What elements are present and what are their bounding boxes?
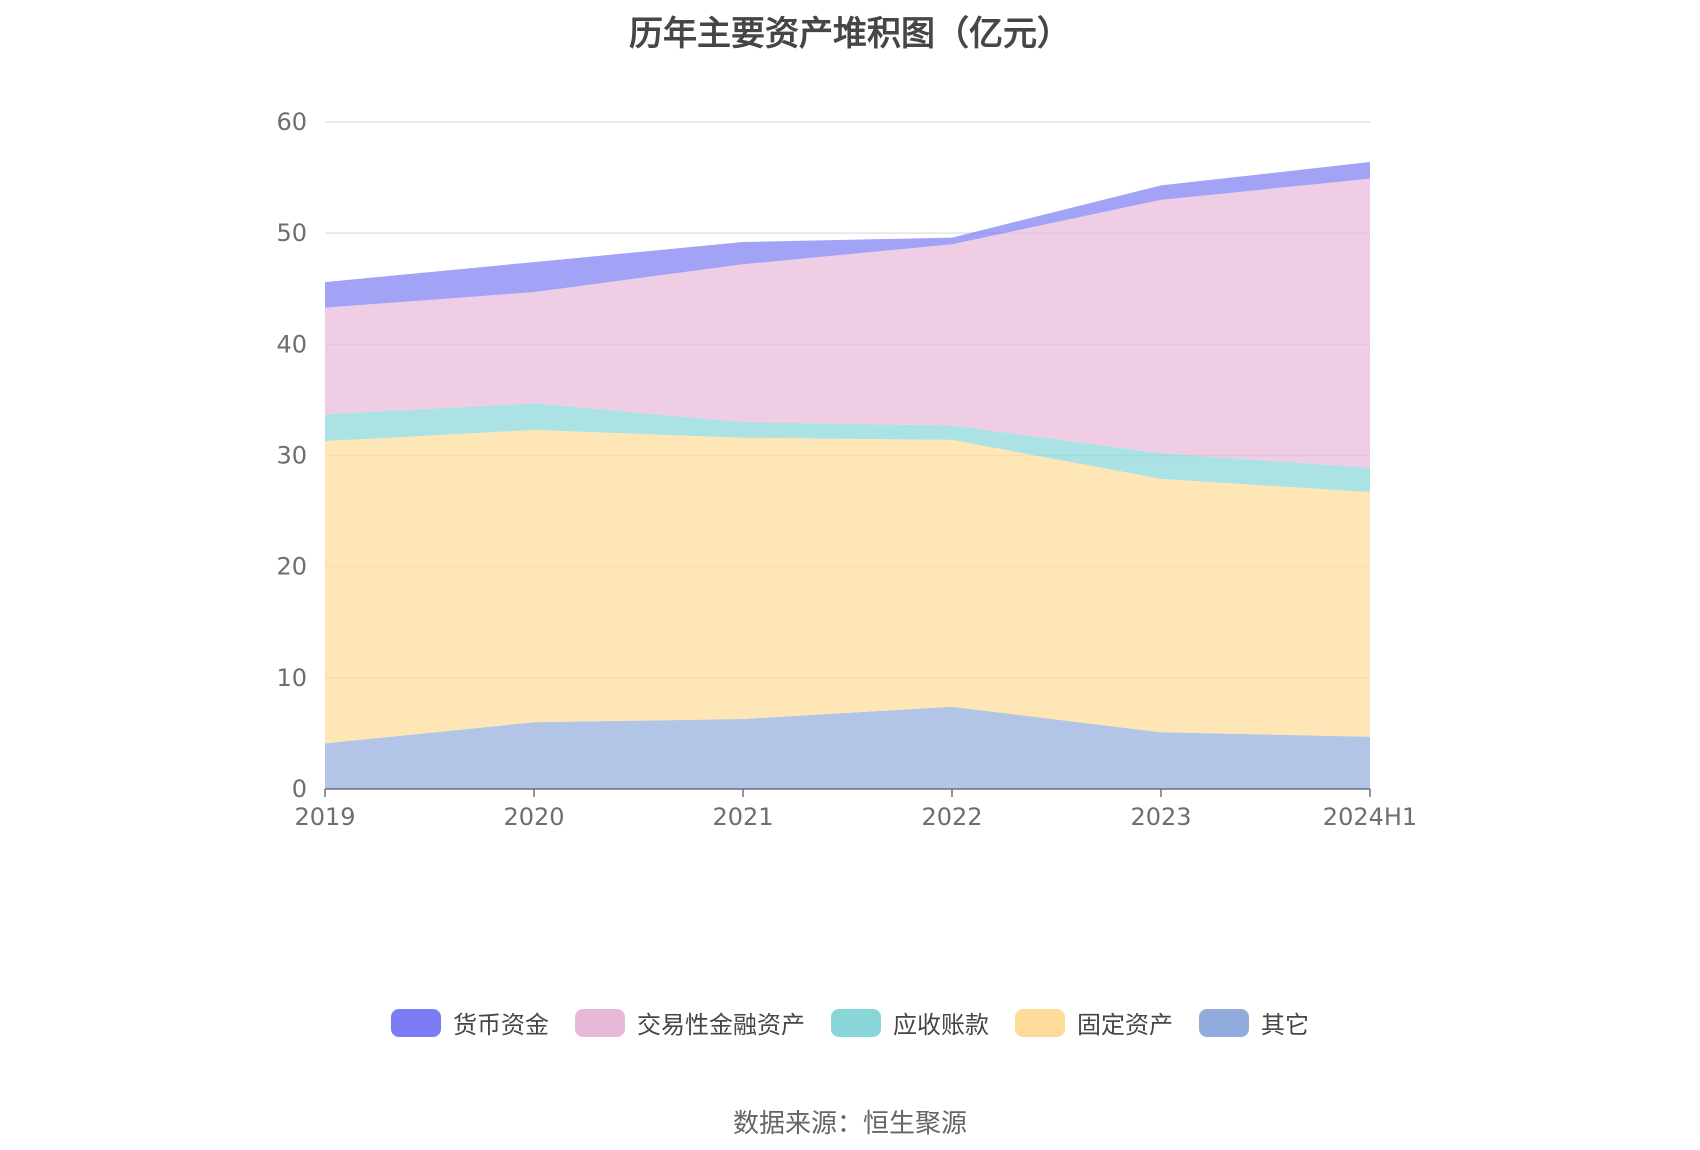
legend-item[interactable]: 其它 [1199,1005,1309,1040]
x-tick-label: 2023 [1130,803,1191,831]
area-series-0 [325,706,1370,789]
x-tick-label: 2021 [712,803,773,831]
legend-label: 货币资金 [453,1011,549,1039]
area-series-4 [325,162,1370,308]
legend-item[interactable]: 固定资产 [1015,1005,1173,1040]
y-tick-label: 0 [292,775,307,803]
y-tick-label: 40 [276,330,307,358]
x-tick-label: 2024H1 [1323,803,1417,831]
x-tick-label: 2022 [921,803,982,831]
y-tick-label: 50 [276,219,307,247]
legend-label: 固定资产 [1077,1011,1173,1039]
area-series-1 [325,429,1370,744]
axes: 0 10 20 30 40 50 60 2019 2020 2021 2022 2023 2024H1 [276,108,1417,831]
x-tick-label: 2019 [294,803,355,831]
legend-label: 应收账款 [893,1011,989,1039]
legend-swatch [1199,1008,1249,1037]
area-series [325,162,1370,789]
legend-item[interactable]: 货币资金 [391,1005,549,1040]
y-tick-label: 10 [276,664,307,692]
stacked-area-chart: 0 10 20 30 40 50 60 2019 2020 2021 2022 2023 2024H1 [276,108,1417,831]
legend-item[interactable]: 应收账款 [831,1005,989,1040]
legend-swatch [391,1008,441,1037]
area-series-2 [325,403,1370,493]
x-tick-label: 2020 [503,803,564,831]
chart-title: 历年主要资产堆积图（亿元） [629,14,1071,54]
legend-swatch [831,1008,881,1037]
y-tick-label: 60 [276,108,307,136]
area-series-3 [325,178,1370,468]
legend-swatch [1015,1008,1065,1037]
legend-item[interactable]: 交易性金融资产 [575,1005,805,1040]
data-source-note: 数据来源：恒生聚源 [732,1109,967,1139]
y-tick-label: 20 [276,553,307,581]
legend-label: 其它 [1261,1011,1309,1039]
legend: 货币资金 交易性金融资产 应收账款 固定资产 其它 [0,1005,1700,1040]
y-tick-label: 30 [276,442,307,470]
legend-swatch [575,1008,625,1037]
legend-label: 交易性金融资产 [637,1011,805,1039]
